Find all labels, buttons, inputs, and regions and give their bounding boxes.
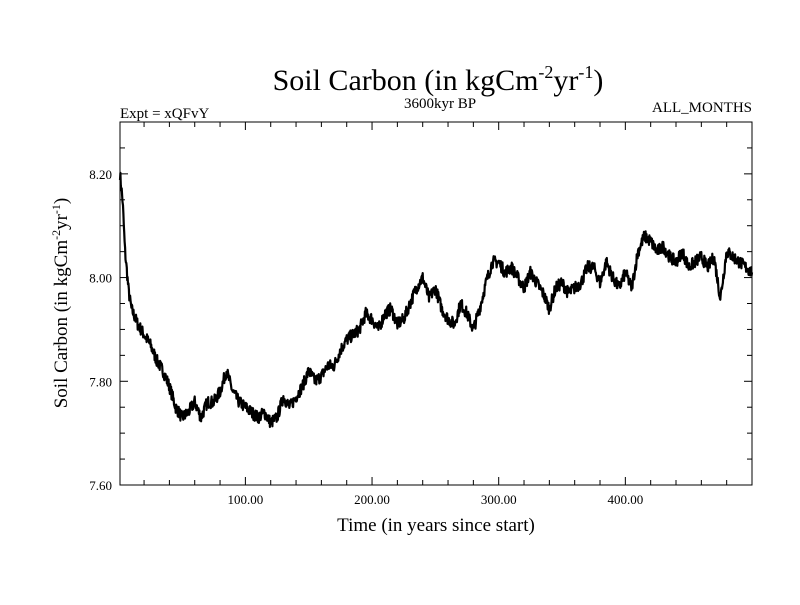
y-tick-label: 7.80 <box>89 374 112 389</box>
series-line-soil-carbon <box>118 171 754 429</box>
x-tick-label: 100.00 <box>228 492 264 507</box>
x-tick-label: 400.00 <box>607 492 643 507</box>
y-tick-label: 7.60 <box>89 478 112 493</box>
ticks-layer <box>120 121 752 486</box>
subtitle-left: Expt = xQFvY <box>120 106 209 122</box>
tick-labels-layer: 100.00 200.00 300.00 400.00 7.60 7.80 8.00 8.20 <box>89 167 643 507</box>
x-tick-label: 200.00 <box>354 492 390 507</box>
x-axis-label: Time (in years since start) <box>337 515 535 536</box>
plot-frame <box>119 121 753 486</box>
y-axis-label: Soil Carbon (in kgCm-2yr-1) <box>49 198 72 409</box>
subtitle-center: 3600kyr BP <box>404 96 476 112</box>
chart-title: Soil Carbon (in kgCm-2yr-1) <box>273 62 604 97</box>
x-tick-label: 300.00 <box>481 492 517 507</box>
y-tick-label: 8.20 <box>89 167 112 182</box>
y-tick-label: 8.00 <box>89 271 112 286</box>
subtitle-right: ALL_MONTHS <box>652 100 752 116</box>
